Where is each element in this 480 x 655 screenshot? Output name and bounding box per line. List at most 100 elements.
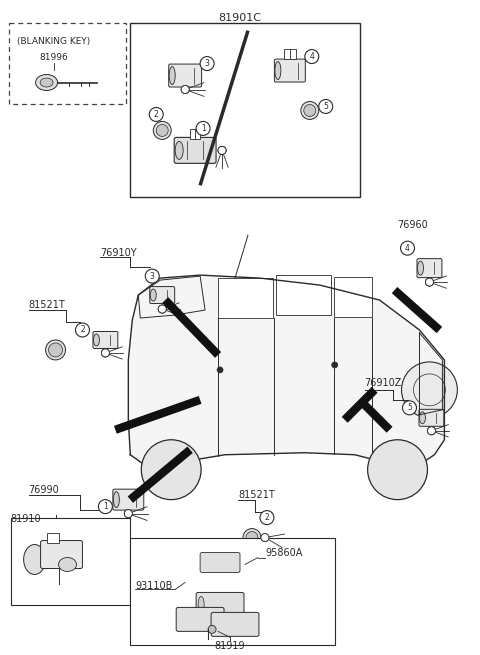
Text: 2: 2 [80, 326, 85, 335]
Circle shape [156, 124, 168, 136]
Circle shape [124, 510, 132, 517]
Circle shape [261, 534, 269, 542]
Ellipse shape [275, 62, 281, 79]
Circle shape [181, 86, 189, 94]
Circle shape [124, 510, 132, 517]
FancyBboxPatch shape [41, 540, 83, 569]
Text: 76910Z: 76910Z [365, 378, 402, 388]
Circle shape [428, 427, 435, 435]
Text: 5: 5 [407, 403, 412, 413]
Circle shape [425, 278, 433, 286]
Circle shape [149, 107, 163, 121]
FancyBboxPatch shape [93, 331, 118, 348]
Circle shape [260, 511, 274, 525]
Circle shape [428, 427, 435, 435]
Ellipse shape [40, 78, 53, 87]
Circle shape [75, 323, 89, 337]
Circle shape [428, 427, 435, 435]
Text: 4: 4 [405, 244, 410, 253]
Circle shape [98, 500, 112, 514]
Text: 1: 1 [103, 502, 108, 511]
Text: 76990: 76990 [29, 485, 60, 495]
Text: 2: 2 [264, 513, 269, 522]
Circle shape [101, 349, 109, 357]
Text: 4: 4 [309, 52, 314, 61]
Circle shape [403, 401, 417, 415]
Polygon shape [128, 275, 444, 472]
Circle shape [218, 146, 226, 155]
Circle shape [200, 56, 214, 71]
Bar [11, 517, 130, 605]
Circle shape [261, 534, 269, 542]
Text: 93110B: 93110B [135, 582, 173, 591]
Circle shape [304, 105, 316, 117]
Circle shape [319, 100, 333, 113]
Bar [276, 275, 331, 315]
FancyBboxPatch shape [419, 409, 444, 426]
FancyBboxPatch shape [275, 59, 305, 82]
Text: 95860A: 95860A [265, 548, 302, 557]
FancyBboxPatch shape [417, 259, 442, 278]
FancyBboxPatch shape [174, 138, 216, 163]
Circle shape [246, 532, 258, 544]
Circle shape [153, 121, 171, 140]
Circle shape [332, 362, 338, 368]
Circle shape [181, 86, 189, 94]
FancyBboxPatch shape [168, 64, 202, 87]
Text: 81996: 81996 [39, 52, 68, 62]
Circle shape [425, 278, 433, 286]
Text: 81521T: 81521T [238, 490, 275, 500]
Circle shape [218, 146, 226, 155]
Text: 76910Y: 76910Y [100, 248, 137, 258]
Ellipse shape [36, 75, 58, 90]
FancyBboxPatch shape [211, 612, 259, 637]
Circle shape [181, 86, 189, 94]
Circle shape [48, 343, 62, 357]
Text: (BLANKING KEY): (BLANKING KEY) [17, 37, 90, 46]
Text: 81521T: 81521T [29, 300, 65, 310]
Bar [190, 130, 200, 140]
FancyBboxPatch shape [150, 287, 175, 303]
FancyBboxPatch shape [113, 489, 144, 510]
Ellipse shape [175, 141, 183, 159]
Bar [130, 23, 360, 197]
FancyBboxPatch shape [200, 553, 240, 572]
Text: 3: 3 [150, 272, 155, 280]
Circle shape [158, 305, 166, 313]
Ellipse shape [198, 597, 204, 612]
Circle shape [218, 146, 226, 155]
Ellipse shape [420, 412, 425, 424]
Bar [9, 23, 126, 105]
Text: 81910: 81910 [11, 514, 41, 523]
Bar [218, 278, 273, 318]
Circle shape [217, 367, 223, 373]
Circle shape [101, 349, 109, 357]
Circle shape [301, 102, 319, 119]
Text: 81901C: 81901C [218, 12, 262, 23]
Circle shape [368, 440, 428, 500]
Circle shape [145, 269, 159, 283]
Text: 1: 1 [201, 124, 205, 133]
Bar [334, 277, 372, 317]
Ellipse shape [59, 557, 76, 571]
Ellipse shape [113, 492, 120, 508]
Ellipse shape [418, 261, 423, 275]
Text: 76960: 76960 [397, 220, 428, 230]
FancyBboxPatch shape [176, 607, 224, 631]
Circle shape [400, 241, 415, 255]
Bar [47, 533, 59, 542]
Text: 3: 3 [204, 59, 210, 68]
Text: 2: 2 [154, 110, 158, 119]
Circle shape [208, 626, 216, 633]
Circle shape [305, 50, 319, 64]
Circle shape [381, 453, 415, 487]
Circle shape [141, 440, 201, 500]
Text: 5: 5 [324, 102, 328, 111]
Ellipse shape [150, 289, 156, 301]
Circle shape [124, 510, 132, 517]
Ellipse shape [94, 334, 99, 346]
Circle shape [425, 278, 433, 286]
Circle shape [46, 340, 65, 360]
Bar [130, 538, 335, 645]
Ellipse shape [24, 544, 46, 574]
